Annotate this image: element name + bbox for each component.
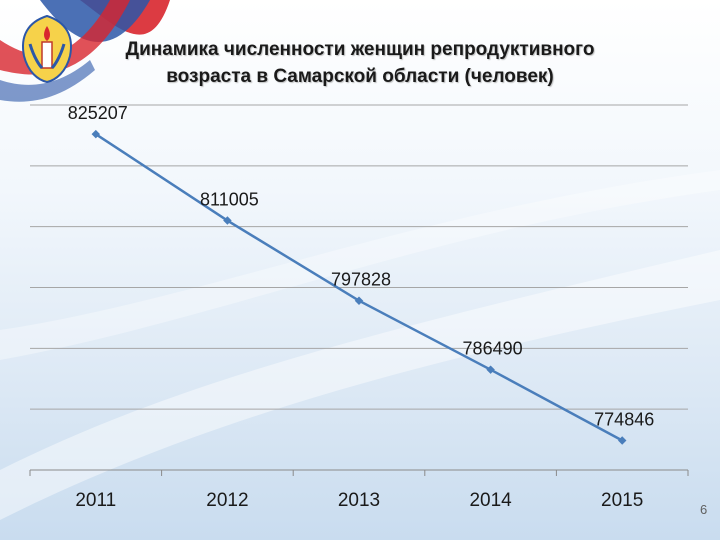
data-labels: 825207 811005 797828 786490 774846: [68, 103, 654, 429]
data-point: [223, 216, 232, 225]
chart-title: Динамика численности женщин репродуктивн…: [80, 36, 640, 90]
data-point: [354, 296, 364, 305]
data-points: [91, 129, 627, 445]
data-label: 786490: [463, 339, 523, 359]
x-tick-label: 2011: [75, 490, 116, 511]
x-tick-label: 2013: [338, 490, 380, 511]
emblem-candle-icon: [22, 14, 72, 84]
gridlines: [30, 104, 688, 471]
x-axis: [29, 470, 689, 476]
data-point: [486, 365, 495, 374]
data-point: [91, 129, 101, 139]
x-tick-label: 2014: [469, 490, 512, 511]
title-line-1: Динамика численности женщин репродуктивн…: [125, 39, 595, 60]
data-label: 811005: [200, 190, 259, 210]
x-tick-labels: 2011 2012 2013 2014 2015: [75, 490, 643, 511]
page-number: 6: [700, 502, 708, 517]
data-point: [617, 436, 627, 445]
x-tick-label: 2015: [601, 490, 643, 511]
data-label: 825207: [68, 103, 128, 123]
title-line-2: возраста в Самарской области (человек): [166, 66, 554, 87]
data-label: 797828: [331, 270, 391, 290]
data-label: 774846: [594, 410, 654, 430]
x-tick-label: 2012: [206, 490, 248, 511]
